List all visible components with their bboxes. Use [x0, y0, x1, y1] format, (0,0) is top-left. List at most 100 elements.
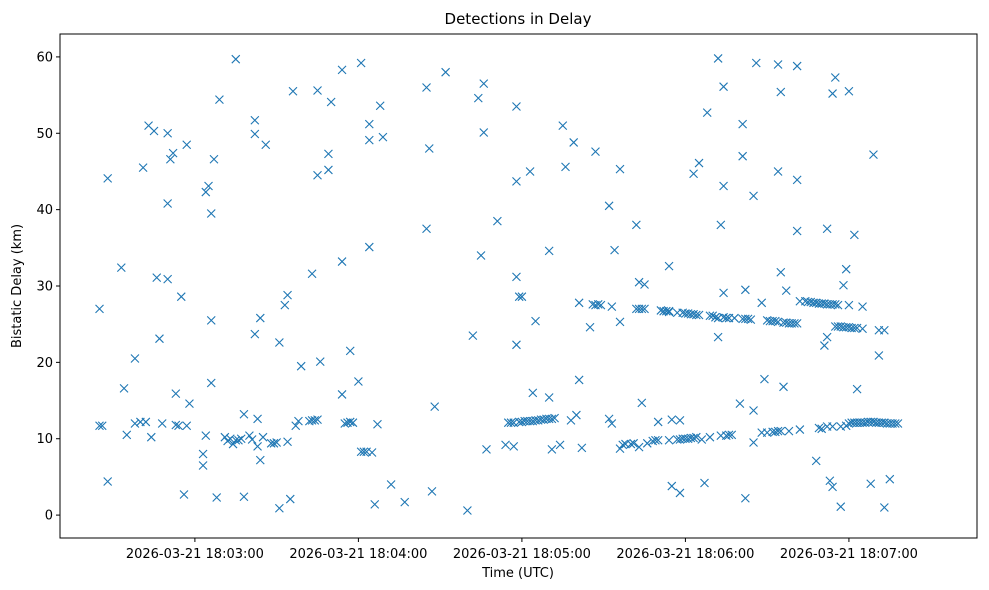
data-point [313, 415, 322, 425]
data-point [482, 445, 491, 454]
data-point [849, 323, 859, 333]
data-point [250, 129, 260, 139]
data-point [261, 140, 271, 150]
data-point [422, 224, 431, 234]
data-point [610, 245, 619, 255]
data-point [773, 60, 783, 69]
data-point [386, 480, 396, 489]
data-point [629, 438, 639, 448]
data-point [324, 165, 333, 175]
data-point [820, 341, 829, 350]
data-point [512, 340, 521, 350]
data-point [651, 435, 660, 445]
data-point [364, 119, 374, 129]
data-point [198, 449, 208, 459]
data-point [310, 416, 320, 425]
data-point [776, 267, 786, 277]
data-point [653, 417, 663, 427]
data-point [841, 264, 851, 274]
data-point [849, 230, 859, 240]
data-point [103, 477, 113, 486]
data-point [773, 167, 783, 176]
data-point [356, 58, 366, 68]
data-point [858, 324, 867, 334]
data-point [509, 441, 519, 451]
data-point [711, 312, 720, 322]
data-point [637, 304, 647, 314]
data-point [828, 482, 837, 492]
data-point [506, 418, 516, 428]
data-point [558, 121, 568, 131]
data-point [152, 273, 162, 282]
x-tick-label: 2026-03-21 18:07:00 [780, 547, 918, 562]
data-point [348, 418, 358, 428]
data-point [555, 440, 565, 450]
data-point [313, 170, 322, 180]
data-point [228, 439, 238, 449]
data-point [294, 416, 303, 426]
data-points [95, 54, 903, 515]
data-point [250, 115, 260, 125]
data-point [675, 488, 685, 498]
data-point [716, 220, 726, 230]
data-point [313, 86, 322, 95]
data-point [337, 257, 347, 266]
data-point [890, 419, 900, 428]
data-point [220, 432, 230, 442]
x-tick-label: 2026-03-21 18:04:00 [289, 547, 427, 562]
data-point [204, 181, 213, 191]
data-point [274, 338, 284, 347]
data-point [817, 424, 827, 434]
data-point [700, 478, 709, 488]
y-tick-label: 10 [36, 432, 53, 447]
data-point [370, 500, 380, 509]
data-point [209, 154, 219, 164]
data-point [155, 334, 164, 344]
data-point [165, 154, 175, 164]
data-point [514, 292, 524, 302]
y-tick-label: 20 [36, 356, 53, 371]
data-point [705, 311, 715, 321]
data-point [245, 431, 254, 441]
data-point [359, 447, 369, 457]
data-point [479, 79, 489, 89]
data-point [702, 108, 712, 118]
data-point [574, 298, 584, 308]
data-point [326, 97, 336, 107]
data-point [836, 502, 846, 512]
data-point [637, 398, 647, 408]
data-point [749, 191, 758, 201]
data-point [517, 292, 527, 302]
y-tick-label: 0 [45, 509, 53, 524]
data-point [795, 425, 805, 434]
data-point [138, 163, 148, 173]
data-point [738, 151, 748, 161]
data-point [149, 126, 159, 136]
data-point [631, 220, 641, 230]
data-point [779, 382, 788, 392]
data-point [512, 272, 521, 282]
data-point [512, 102, 521, 111]
data-point [858, 302, 867, 312]
data-point [171, 420, 181, 430]
data-point [206, 209, 216, 218]
data-point [547, 445, 557, 454]
data-point [274, 503, 284, 513]
data-point [206, 378, 216, 388]
data-point [828, 89, 837, 98]
data-point [735, 399, 745, 408]
data-point [776, 426, 786, 436]
data-point [288, 86, 298, 96]
y-tick-label: 40 [36, 203, 53, 218]
data-point [719, 288, 728, 298]
data-point [130, 419, 140, 428]
data-point [253, 414, 262, 424]
data-point [116, 263, 126, 273]
data-point [253, 441, 262, 451]
data-point [285, 494, 295, 504]
data-point [544, 393, 554, 402]
data-point [691, 310, 701, 320]
data-point [206, 315, 216, 325]
data-point [345, 346, 355, 356]
